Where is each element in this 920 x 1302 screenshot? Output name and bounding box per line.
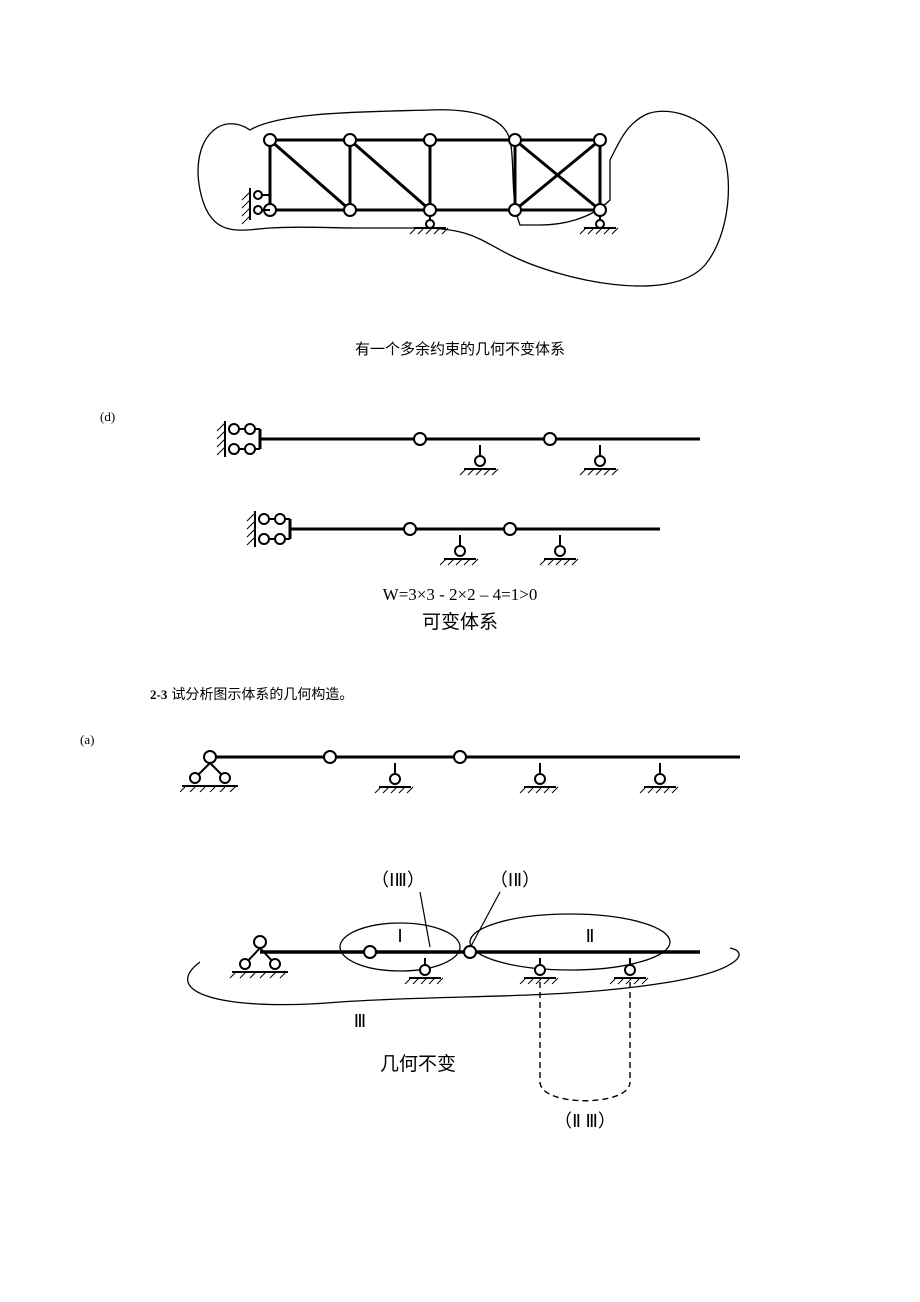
- result-a: 几何不变: [380, 1053, 456, 1075]
- truss-members: [270, 140, 600, 210]
- label-I-II: （ⅠⅡ）: [490, 870, 540, 890]
- label-I: Ⅰ: [397, 926, 402, 946]
- label-II: Ⅱ: [586, 926, 595, 946]
- truss-hinges: [264, 134, 606, 216]
- beam-a-upper: [140, 732, 780, 812]
- enclosure-curves: [198, 110, 728, 286]
- beam-d-upper: [180, 409, 740, 489]
- eq-line: W=3×3 - 2×2 – 4=1>0: [100, 585, 820, 605]
- label-III: Ⅲ: [354, 1011, 366, 1031]
- beam-d-lower: [180, 499, 740, 579]
- result-d: 可变体系: [100, 607, 820, 634]
- question-label: 2-3: [150, 687, 167, 702]
- truss-figure: [180, 100, 740, 320]
- label-II-III: （Ⅱ Ⅲ）: [554, 1111, 616, 1131]
- marker-a: (a): [80, 732, 94, 748]
- beam-a-analysis: （ⅠⅢ） （ⅠⅡ） Ⅰ Ⅱ Ⅲ （Ⅱ Ⅲ） 几何不变: [140, 852, 780, 1132]
- truss-caption: 有一个多余约束的几何不变体系: [0, 338, 920, 359]
- label-I-III: （ⅠⅢ）: [371, 870, 425, 890]
- marker-d: (d): [100, 409, 115, 425]
- question-text: 试分析图示体系的几何构造。: [171, 688, 353, 703]
